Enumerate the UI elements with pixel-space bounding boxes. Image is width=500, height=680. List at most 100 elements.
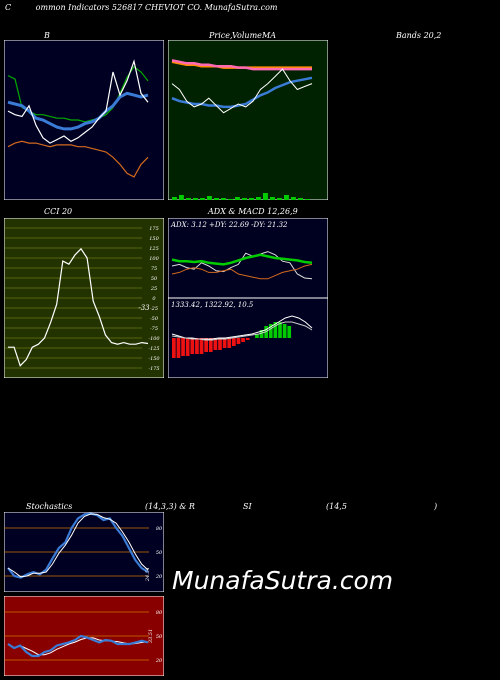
macd-histogram-bar: [213, 338, 218, 350]
stoch-d-line: [7, 513, 149, 578]
volume-bar: [207, 196, 212, 200]
rsi-tick-label: 80: [156, 610, 163, 616]
macd-histogram-bar: [199, 338, 204, 354]
volume-bar: [228, 199, 233, 200]
stoch-tick-label: 20: [155, 574, 163, 580]
volume-bar: [249, 198, 254, 200]
cci-tick-label: -100: [148, 336, 160, 342]
rsi-panel: 80 50 20 33.51: [3, 595, 165, 677]
macd-histogram-bar: [172, 338, 176, 358]
cci-label: CCI 20: [44, 207, 73, 216]
cci-tick-label: 125: [149, 246, 159, 252]
volume-bar: [235, 197, 240, 200]
volume-bar: [284, 195, 289, 200]
volume-bar: [263, 193, 268, 200]
ma-label: MA: [262, 31, 276, 40]
cci-last-label: -33: [138, 304, 150, 312]
si-label: SI: [243, 502, 252, 511]
volume-bar: [221, 198, 226, 200]
volume-bar: [242, 198, 247, 200]
cci-tick-label: 25: [150, 286, 157, 292]
header-title-c: C: [5, 3, 12, 12]
volume-bar: [193, 198, 198, 200]
stochastics-chart: 80 50 20 24.51: [3, 511, 165, 593]
macd-histogram-bar: [273, 322, 278, 338]
adx-readout: ADX: 3.12 +DY: 22.69 -DY: 21.32: [170, 221, 288, 229]
macd-histogram-bar: [222, 338, 227, 348]
cci-tick-label: -175: [148, 366, 159, 372]
stoch-tick-label: 80: [156, 526, 163, 532]
cci-tick-label: 50: [151, 276, 158, 282]
macd-histogram-bar: [241, 338, 245, 342]
macd-histogram-bar: [227, 338, 232, 348]
macd-histogram-bar: [287, 326, 292, 338]
header-title-main: ommon Indicators 526817 CHEVIOT CO. Muna…: [35, 3, 278, 12]
volume-label: Volume: [232, 31, 262, 40]
rsi-tick-label: 50: [156, 634, 163, 640]
volume-bar: [298, 198, 303, 200]
bollinger-panel: [3, 39, 165, 201]
cci-tick-label: -125: [148, 346, 159, 352]
macd-histogram-bar: [245, 338, 250, 340]
cci-chart: 175 150 125 100 75 50 25 0 -25 -50 -75 -100 -125 -150…: [3, 217, 165, 379]
macd-histogram-bar: [190, 338, 195, 354]
macd-histogram-bar: [268, 324, 273, 338]
header-title: C ommon Indicators 526817 CHEVIOT CO. Mu…: [5, 3, 305, 12]
price-label: Price,: [209, 31, 233, 40]
volume-bar: [256, 197, 261, 200]
bands-label: Bands 20,2: [396, 31, 442, 40]
cci-tick-label: 100: [149, 256, 159, 262]
cci-tick-label: -50: [150, 316, 159, 322]
volume-bar: [172, 197, 177, 200]
macd-histogram-bar: [282, 324, 287, 338]
macd-histogram-bar: [232, 338, 236, 346]
volume-bar: [305, 199, 310, 200]
volume-bar: [277, 198, 282, 200]
price-panel: [167, 39, 329, 201]
macd-histogram-bar: [236, 338, 241, 344]
rsi-params: (14,5: [326, 502, 347, 511]
bollinger-bg: [3, 39, 165, 201]
adx-macd-panel: ADX: 3.12 +DY: 22.69 -DY: 21.32 1333.42, …: [167, 217, 329, 379]
rsi-chart: 80 50 20 33.51: [3, 595, 165, 677]
rsi-last-label: 33.51: [148, 629, 154, 643]
stochastics-panel: 80 50 20 24.51: [3, 511, 165, 593]
volume-bar: [200, 198, 205, 200]
macd-histogram-bar: [278, 322, 282, 338]
cci-tick-label: -25: [150, 306, 158, 312]
volume-bar: [214, 198, 219, 200]
adx-minus-di-line: [171, 263, 313, 280]
macd-histogram-bar: [208, 338, 213, 352]
stoch-label: Stochastics: [26, 502, 73, 511]
cci-tick-label: 0: [152, 296, 156, 302]
cci-tick-label: 75: [151, 266, 157, 272]
volume-bar: [270, 197, 275, 200]
price-chart: [167, 39, 329, 201]
price-series-3: [171, 68, 313, 114]
price-series-1: [171, 59, 312, 71]
rsi-line: [7, 634, 149, 658]
rsi-tick-label: 20: [155, 658, 163, 664]
cci-line: [8, 247, 149, 367]
adx-macd-chart: ADX: 3.12 +DY: 22.69 -DY: 21.32 1333.42, …: [167, 217, 329, 379]
macd-histogram-bar: [176, 338, 181, 358]
adx-macd-label: ADX & MACD 12,26,9: [208, 207, 298, 216]
volume-bar: [179, 195, 184, 200]
volume-bar: [186, 198, 191, 200]
macd-histogram-bar: [218, 338, 222, 350]
volume-bar: [291, 197, 296, 200]
cci-tick-label: -75: [150, 326, 158, 332]
cci-panel: 175 150 125 100 75 50 25 0 -25 -50 -75 -100 -125 -150…: [3, 217, 165, 379]
macd-histogram-bar: [255, 334, 259, 338]
cci-tick-label: 150: [149, 236, 159, 242]
macd-signal-line: [171, 321, 313, 341]
bollinger-series-2: [7, 59, 149, 144]
bollinger-b-label: B: [44, 31, 50, 40]
macd-histogram-bar: [181, 338, 185, 356]
macd-histogram-bar: [204, 338, 208, 352]
stoch-params: (14,3,3) & R: [145, 502, 195, 511]
cci-tick-label: 175: [149, 226, 159, 232]
cci-tick-label: -150: [148, 356, 160, 362]
stoch-k-line: [7, 512, 149, 579]
adx-line: [171, 253, 313, 266]
